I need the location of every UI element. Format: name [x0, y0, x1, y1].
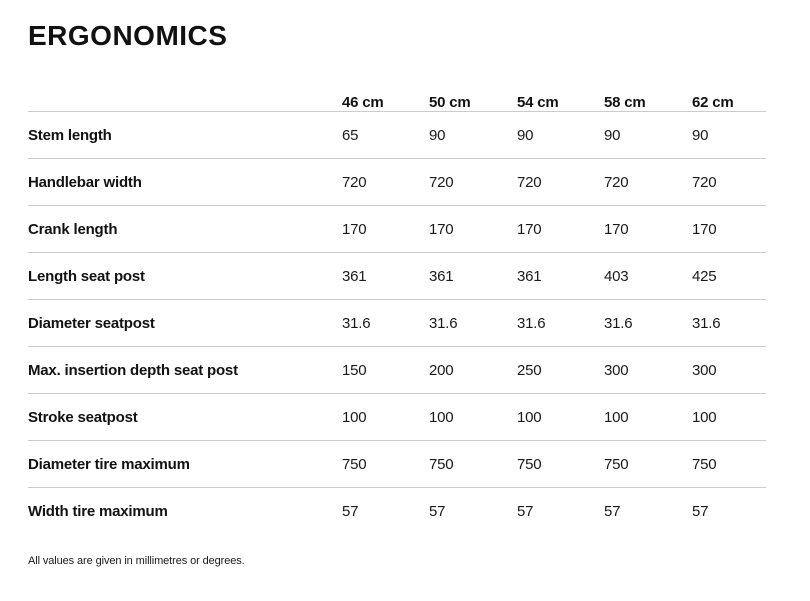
- row-label: Diameter tire maximum: [28, 440, 342, 489]
- row-label: Diameter seatpost: [28, 299, 342, 348]
- table-cell: 300: [604, 346, 692, 395]
- table-cell: 750: [342, 440, 429, 489]
- column-header: 62 cm: [692, 94, 766, 113]
- row-label: Max. insertion depth seat post: [28, 346, 342, 395]
- table-cell: 250: [517, 346, 604, 395]
- table-cell: 170: [692, 205, 766, 254]
- table-cell: 100: [604, 393, 692, 442]
- table-cell: 300: [692, 346, 766, 395]
- table-row: Handlebar width 720 720 720 720 720: [28, 158, 766, 207]
- table-cell: 90: [429, 111, 517, 160]
- table-cell: 57: [692, 502, 709, 520]
- table-cell: 57: [604, 502, 621, 520]
- table-cell: 100: [517, 393, 604, 442]
- table-cell: 720: [342, 158, 429, 207]
- table-row: Stroke seatpost 100 100 100 100 100: [28, 393, 766, 442]
- table-cell: 65: [342, 111, 429, 160]
- table-cell: 100: [342, 393, 429, 442]
- table-cell: 170: [342, 205, 429, 254]
- table-row: Width tire maximum 57 57 57 57 57: [28, 488, 766, 535]
- table-cell: 57: [342, 502, 359, 520]
- table-cell: 361: [342, 252, 429, 301]
- table-cell: 31.6: [692, 299, 766, 348]
- table-cell: 750: [517, 440, 604, 489]
- header-spacer: [28, 94, 342, 113]
- table-cell: 750: [604, 440, 692, 489]
- table-row: Crank length 170 170 170 170 170: [28, 205, 766, 254]
- column-header: 58 cm: [604, 94, 692, 113]
- row-label: Stem length: [28, 111, 342, 160]
- table-cell: 170: [604, 205, 692, 254]
- row-label: Crank length: [28, 205, 342, 254]
- ergonomics-table: 46 cm 50 cm 54 cm 58 cm 62 cm Stem length 65 9…: [28, 94, 766, 534]
- table-cell: 57: [429, 502, 446, 520]
- table-cell: 200: [429, 346, 517, 395]
- table-cell: 361: [429, 252, 517, 301]
- table-cell: 170: [429, 205, 517, 254]
- table-cell: 90: [517, 111, 604, 160]
- table-cell: 720: [692, 158, 766, 207]
- column-header: 50 cm: [429, 94, 517, 113]
- table-cell: 90: [692, 111, 766, 160]
- table-cell: 403: [604, 252, 692, 301]
- table-cell: 720: [429, 158, 517, 207]
- table-row: Diameter tire maximum 750 750 750 750 750: [28, 440, 766, 489]
- table-row: Max. insertion depth seat post 150 200 250 3…: [28, 346, 766, 395]
- table-cell: 31.6: [604, 299, 692, 348]
- table-cell: 425: [692, 252, 766, 301]
- table-cell: 361: [517, 252, 604, 301]
- table-cell: 750: [429, 440, 517, 489]
- table-row: Diameter seatpost 31.6 31.6 31.6 31.6 31.6: [28, 299, 766, 348]
- table-cell: 100: [429, 393, 517, 442]
- ergonomics-section: ERGONOMICS 46 cm 50 cm 54 cm 58 cm 62 cm Ste…: [28, 20, 766, 568]
- table-cell: 720: [517, 158, 604, 207]
- row-label: Width tire maximum: [28, 502, 168, 520]
- row-label: Stroke seatpost: [28, 393, 342, 442]
- table-cell: 31.6: [429, 299, 517, 348]
- table-cell: 31.6: [342, 299, 429, 348]
- table-body: Stem length 65 90 90 90 90 Handlebar width 720 7…: [28, 111, 766, 535]
- table-cell: 750: [692, 440, 766, 489]
- table-cell: 100: [692, 393, 766, 442]
- page-title: ERGONOMICS: [28, 20, 228, 51]
- header-row: 46 cm 50 cm 54 cm 58 cm 62 cm: [28, 94, 766, 113]
- row-label: Handlebar width: [28, 158, 342, 207]
- table-row: Stem length 65 90 90 90 90: [28, 111, 766, 160]
- column-header: 54 cm: [517, 94, 604, 113]
- table-cell: 31.6: [517, 299, 604, 348]
- table-row: Length seat post 361 361 361 403 425: [28, 252, 766, 301]
- table-cell: 720: [604, 158, 692, 207]
- table-cell: 150: [342, 346, 429, 395]
- table-cell: 57: [517, 502, 534, 520]
- column-header: 46 cm: [342, 94, 429, 113]
- row-label: Length seat post: [28, 252, 342, 301]
- table-cell: 170: [517, 205, 604, 254]
- table-cell: 90: [604, 111, 692, 160]
- footnote: All values are given in millimetres or d…: [28, 555, 245, 568]
